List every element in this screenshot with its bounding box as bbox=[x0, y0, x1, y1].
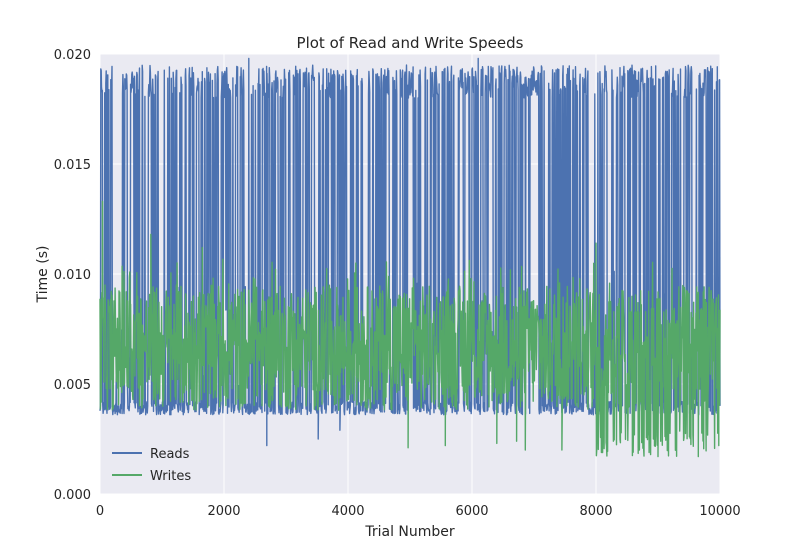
y-tick-label: 0.010 bbox=[54, 268, 91, 283]
x-tick-label: 10000 bbox=[699, 504, 740, 519]
x-tick-label: 4000 bbox=[331, 504, 364, 519]
x-tick-label: 0 bbox=[96, 504, 104, 519]
series-line-reads bbox=[99, 57, 721, 447]
y-tick-label: 0.015 bbox=[54, 158, 91, 173]
legend: Reads Writes bbox=[112, 447, 191, 484]
x-tick-label: 8000 bbox=[579, 504, 612, 519]
y-tick-label: 0.005 bbox=[54, 378, 91, 393]
x-tick-label: 2000 bbox=[207, 504, 240, 519]
chart-title: Plot of Read and Write Speeds bbox=[297, 34, 524, 52]
legend-label-writes: Writes bbox=[150, 469, 191, 484]
x-tick-label: 6000 bbox=[455, 504, 488, 519]
series-layer bbox=[99, 57, 721, 458]
y-axis-label: Time (s) bbox=[35, 246, 51, 304]
tick-labels: 0 2000 4000 6000 8000 10000 0.000 0.005 0.010 0.0… bbox=[54, 48, 741, 519]
series-line-writes bbox=[99, 200, 721, 458]
legend-label-reads: Reads bbox=[150, 447, 190, 462]
x-axis-label: Trial Number bbox=[364, 524, 455, 540]
y-tick-label: 0.020 bbox=[54, 48, 91, 63]
y-tick-label: 0.000 bbox=[54, 488, 91, 503]
